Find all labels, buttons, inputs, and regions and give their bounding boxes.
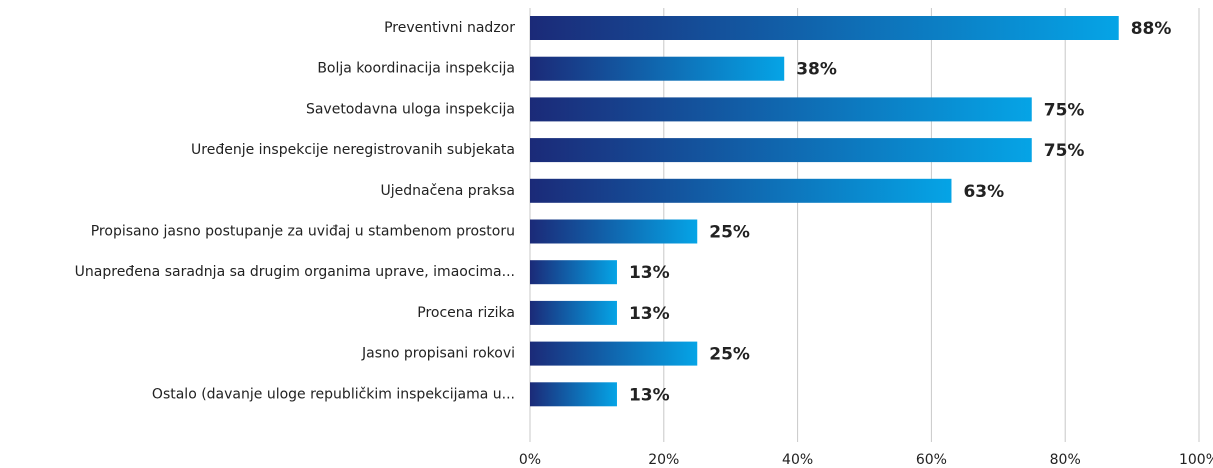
value-label: 25%: [709, 223, 750, 243]
x-tick-label: 40%: [782, 452, 813, 468]
bar: [530, 219, 698, 244]
category-label: Ostalo (davanje uloge republičkim inspek…: [152, 386, 515, 402]
value-label: 13%: [629, 385, 670, 405]
category-label: Procena rizika: [417, 305, 515, 321]
value-label: 75%: [1044, 141, 1085, 161]
category-label: Bolja koordinacija inspekcija: [317, 61, 515, 77]
category-label: Preventivni nadzor: [384, 20, 515, 36]
x-tick-label: 60%: [916, 452, 947, 468]
bar: [530, 56, 785, 81]
value-label: 13%: [629, 304, 670, 324]
value-label: 75%: [1044, 100, 1085, 120]
category-label: Savetodavna uloga inspekcija: [306, 101, 515, 117]
category-label: Jasno propisani rokovi: [361, 346, 515, 362]
bar: [530, 16, 1119, 40]
bar: [530, 382, 617, 407]
bar: [530, 138, 1032, 163]
value-label: 38%: [796, 60, 837, 80]
bar: [530, 97, 1032, 122]
category-label: Unapređena saradnja sa drugim organima u…: [75, 264, 515, 280]
value-label: 63%: [963, 182, 1004, 202]
value-label: 25%: [709, 345, 750, 365]
value-label: 88%: [1131, 19, 1172, 39]
category-label: Uređenje inspekcije neregistrovanih subj…: [191, 142, 515, 158]
bar: [530, 178, 952, 203]
x-tick-label: 80%: [1050, 452, 1081, 468]
category-label: Ujednačena praksa: [380, 183, 515, 199]
bar: [530, 341, 698, 366]
x-tick-label: 100%: [1179, 452, 1213, 468]
value-label: 13%: [629, 263, 670, 283]
bar: [530, 260, 617, 285]
category-label: Propisano jasno postupanje za uviđaj u s…: [91, 224, 515, 240]
x-tick-label: 0%: [519, 452, 541, 468]
x-tick-label: 20%: [648, 452, 679, 468]
bar: [530, 300, 617, 325]
